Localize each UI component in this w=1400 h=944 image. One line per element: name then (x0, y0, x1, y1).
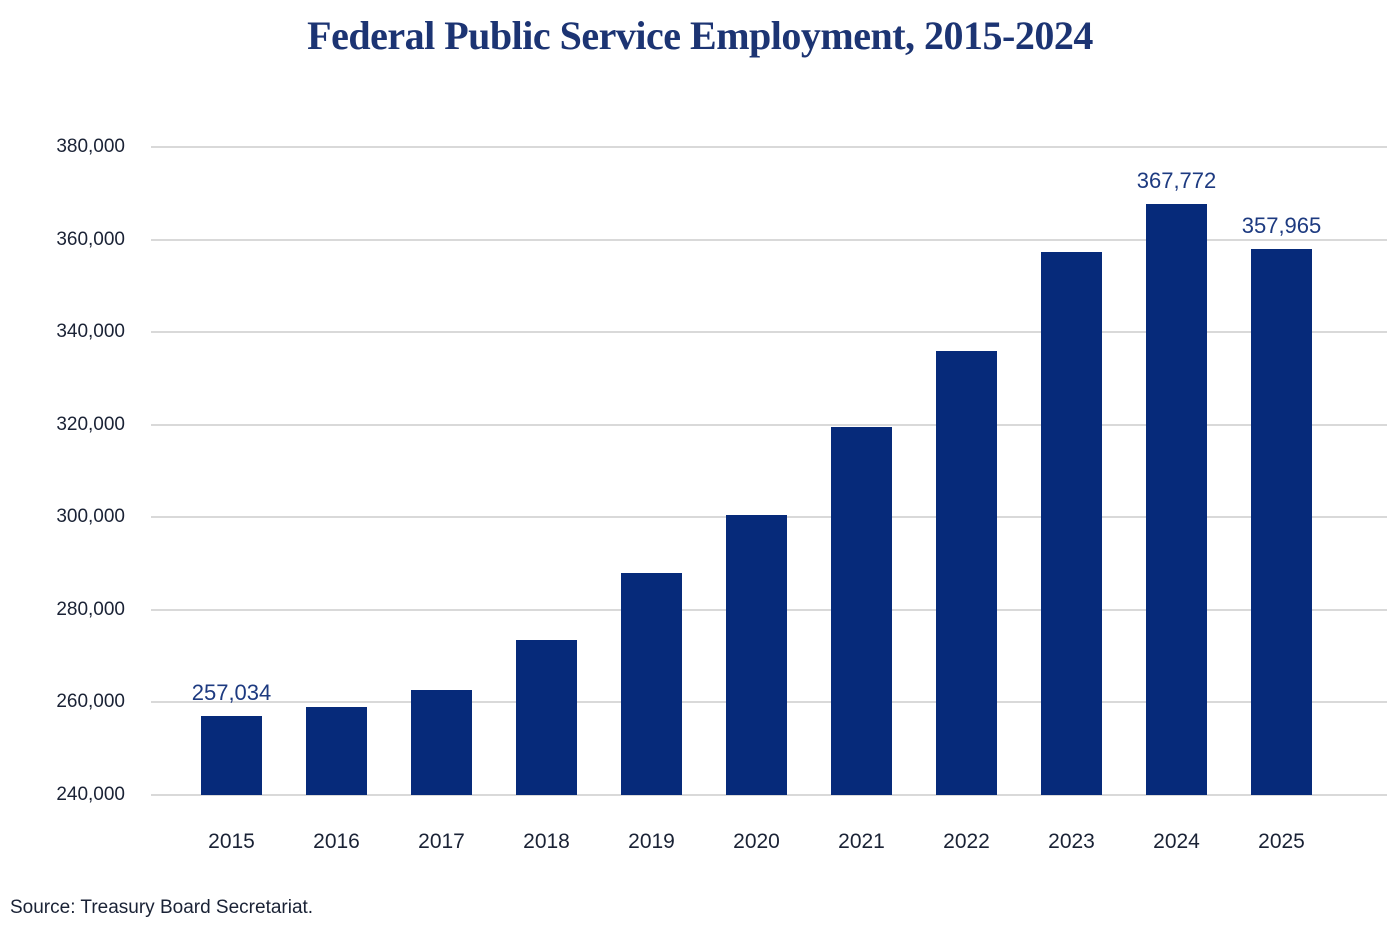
x-axis-tick-label: 2021 (838, 830, 885, 853)
x-axis-tick-label: 2019 (628, 830, 675, 853)
y-axis-tick-label: 280,000 (56, 598, 125, 620)
bar-2025 (1251, 249, 1312, 795)
bar-value-label: 257,034 (191, 680, 272, 706)
x-axis-tick-label: 2017 (418, 830, 465, 853)
bar-value-label: 367,772 (1136, 167, 1217, 193)
bar-2018 (516, 639, 577, 795)
bar-2017 (411, 689, 472, 795)
bar-2019 (621, 572, 682, 795)
y-axis-tick-label: 320,000 (56, 413, 125, 435)
x-axis-tick-label: 2022 (943, 830, 990, 853)
x-axis-tick-label: 2015 (208, 830, 255, 853)
gridline (151, 238, 1387, 241)
x-axis-tick-label: 2018 (523, 830, 570, 853)
gridline (151, 146, 1387, 148)
y-axis-tick-label: 360,000 (56, 228, 125, 250)
y-axis-tick-label: 380,000 (56, 136, 125, 157)
y-axis-tick-label: 300,000 (56, 506, 125, 528)
gridline (151, 423, 1387, 426)
bar-2016 (306, 707, 367, 795)
y-axis-tick-label: 240,000 (56, 784, 125, 805)
y-axis-tick-label: 340,000 (56, 321, 125, 343)
bar-2022 (936, 350, 997, 795)
plot-area: 240,000 260,000 280,000 300,000 320,000 340,0… (56, 136, 1387, 853)
bar-2024 (1146, 203, 1207, 795)
gridline (151, 794, 1387, 796)
bar-value-label: 357,965 (1241, 213, 1322, 238)
y-axis-tick-label: 260,000 (56, 691, 125, 713)
gridline (151, 331, 1387, 334)
x-axis-tick-label: 2016 (313, 830, 360, 853)
source-note: Source: Treasury Board Secretariat. (10, 897, 314, 918)
bar-2021 (831, 426, 892, 795)
chart-title: Federal Public Service Employment, 2015-… (307, 13, 1093, 58)
x-axis-tick-label: 2024 (1153, 830, 1200, 853)
bar-2020 (726, 515, 787, 795)
x-axis-tick-label: 2023 (1048, 830, 1095, 853)
bar-2015 (201, 716, 262, 795)
x-axis-tick-label: 2020 (733, 830, 780, 853)
bar-2023 (1041, 252, 1102, 795)
x-axis-tick-label: 2025 (1258, 830, 1305, 853)
